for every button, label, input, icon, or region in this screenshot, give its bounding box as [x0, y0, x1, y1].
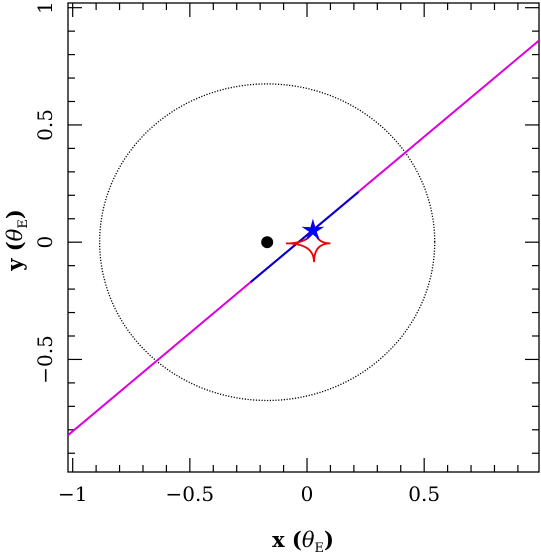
source-star-marker	[301, 218, 325, 241]
trajectory-highlight-line	[250, 191, 360, 283]
y-tick-label: 0.5	[33, 109, 57, 141]
x-axis-label-symbol: θ	[302, 528, 315, 552]
x-tick-labels: −1 −0.5 0 0.5	[58, 482, 440, 506]
caustic-curve	[285, 224, 331, 263]
x-tick-label: −1	[58, 482, 87, 506]
x-axis-label-sub: E	[315, 541, 325, 555]
y-tick-labels: −0.5 0 0.5 1	[33, 1, 57, 383]
y-axis-label-close: )	[2, 209, 27, 219]
y-tick-label: 1	[33, 1, 57, 14]
y-axis-label-sub: E	[16, 219, 31, 229]
y-axis-label-main: y (	[2, 241, 27, 271]
x-axis-label: x (θE)	[272, 527, 334, 555]
x-tick-label: −0.5	[166, 482, 215, 506]
x-axis-label-main: x (	[272, 527, 302, 552]
x-tick-label: 0	[301, 482, 314, 506]
einstein-ring-circle	[98, 83, 436, 402]
y-tick-label: 0	[33, 236, 57, 249]
x-tick-label: 0.5	[408, 482, 440, 506]
y-tick-label: −0.5	[33, 335, 57, 384]
y-axis-label-symbol: θ	[3, 228, 27, 241]
chart-marks	[68, 39, 539, 436]
axis-ticks	[68, 3, 539, 472]
x-axis-label-close: )	[324, 527, 334, 552]
plot-frame	[67, 2, 540, 473]
lens-point	[261, 236, 274, 249]
plot-area	[68, 39, 539, 436]
y-axis-label: y (θE)	[2, 209, 31, 272]
